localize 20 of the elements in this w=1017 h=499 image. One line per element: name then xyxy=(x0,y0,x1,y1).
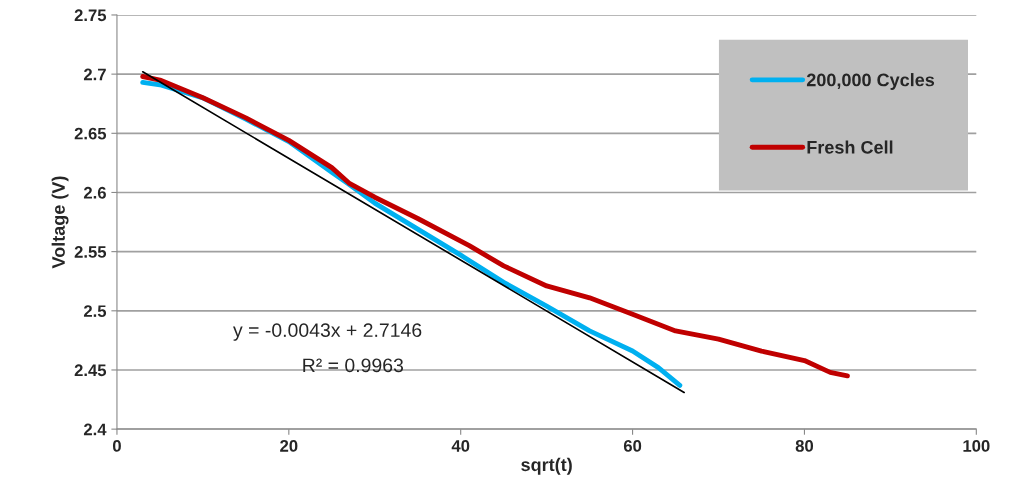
y-tick-label: 2.75 xyxy=(74,9,107,22)
annotation: R² = 0.9963 xyxy=(303,358,404,373)
x-tick-label: 0 xyxy=(112,440,121,452)
y-tick-label: 2.55 xyxy=(74,246,107,258)
y-tick-label: 2.7 xyxy=(83,68,106,81)
y-tick-label: 2.5 xyxy=(83,305,107,318)
x-tick-label: 60 xyxy=(623,440,642,452)
y-tick-label: 2.65 xyxy=(74,127,107,140)
x-tick-label: 80 xyxy=(795,440,814,452)
y-tick-label: 2.6 xyxy=(83,186,106,199)
annotation: y = -0.0043x + 2.7146 xyxy=(233,323,422,341)
x-tick-label: 100 xyxy=(963,440,990,452)
y-tick-label: 2.4 xyxy=(83,423,107,436)
x-axis-title: sqrt(t) xyxy=(521,457,572,475)
y-axis-title: Voltage (V) xyxy=(51,176,69,269)
legend-label: 200,000 Cycles xyxy=(806,73,935,90)
x-tick-label: 20 xyxy=(280,440,298,452)
legend-label: Fresh Cell xyxy=(807,140,893,154)
y-tick-label: 2.45 xyxy=(74,364,107,377)
x-tick-label: 40 xyxy=(451,440,470,452)
